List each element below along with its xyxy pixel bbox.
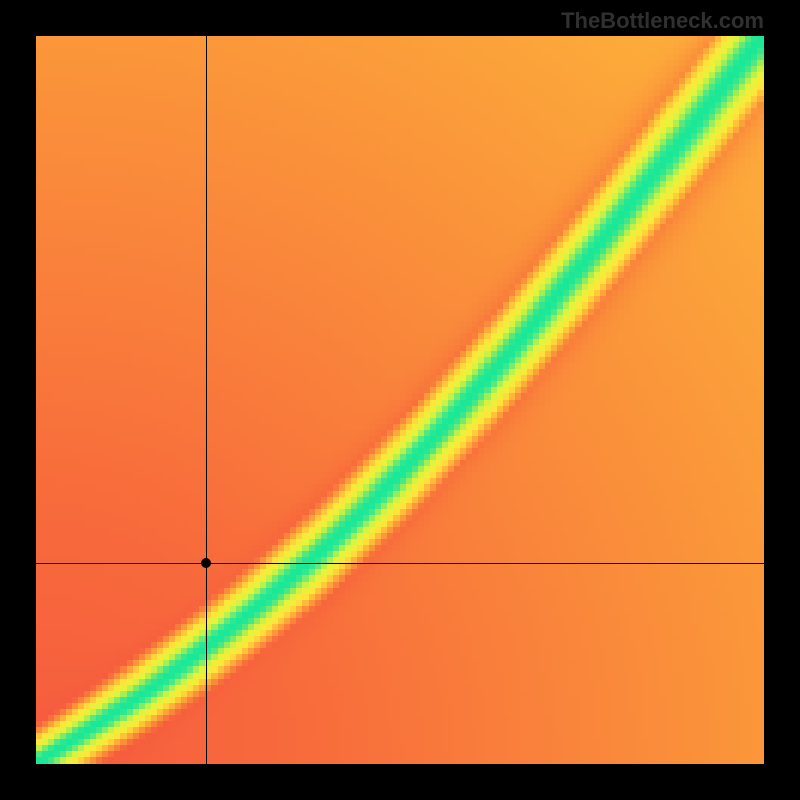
crosshair-horizontal — [36, 563, 764, 564]
crosshair-vertical — [206, 36, 207, 764]
watermark-text: TheBottleneck.com — [561, 8, 764, 34]
bottleneck-heatmap — [36, 36, 764, 764]
